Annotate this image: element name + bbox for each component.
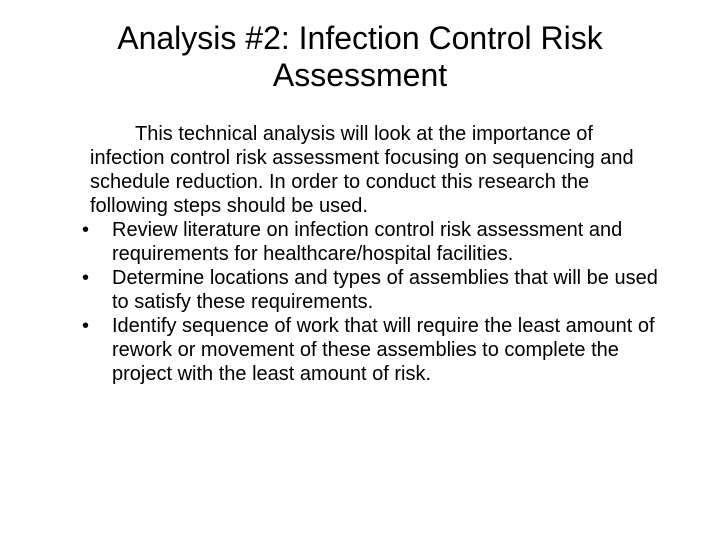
- list-item: Determine locations and types of assembl…: [90, 266, 670, 314]
- list-item: Review literature on infection control r…: [90, 218, 670, 266]
- bullet-list: Review literature on infection control r…: [90, 218, 670, 386]
- list-item: Identify sequence of work that will requ…: [90, 314, 670, 386]
- slide-body: This technical analysis will look at the…: [50, 122, 670, 386]
- intro-paragraph: This technical analysis will look at the…: [90, 122, 670, 218]
- slide-title: Analysis #2: Infection Control Risk Asse…: [50, 20, 670, 94]
- slide: Analysis #2: Infection Control Risk Asse…: [0, 0, 720, 540]
